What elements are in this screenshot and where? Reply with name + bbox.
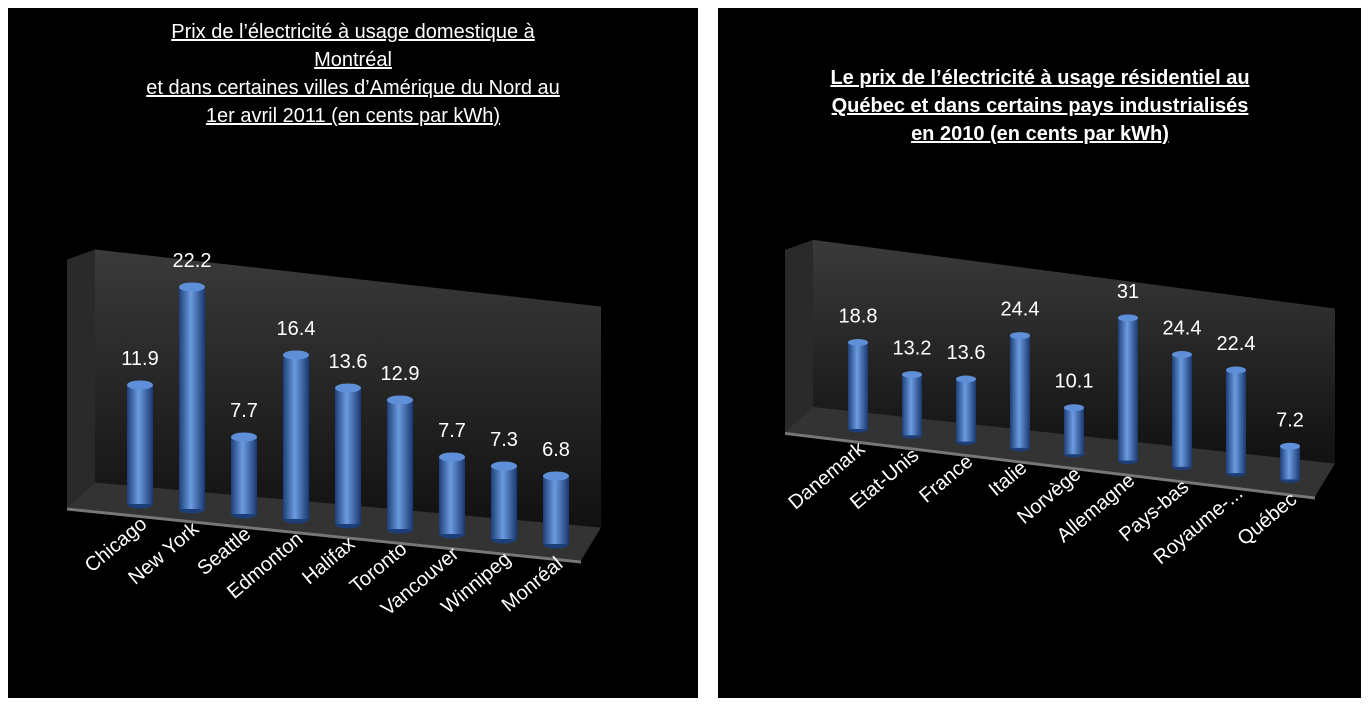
bar-top xyxy=(127,380,153,390)
data-label: 13.6 xyxy=(947,342,986,364)
data-label: 10.1 xyxy=(1055,371,1094,393)
bar-top xyxy=(956,375,976,383)
bar xyxy=(127,385,153,504)
bar xyxy=(902,374,922,436)
bar xyxy=(848,342,868,429)
chart-title: 1er avril 2011 (en cents par kWh) xyxy=(206,105,500,127)
bar-top xyxy=(231,432,257,442)
data-label: 22.2 xyxy=(173,250,212,272)
data-label: 13.6 xyxy=(329,351,368,373)
bar-top xyxy=(1280,442,1300,450)
data-label: 7.2 xyxy=(1276,409,1304,431)
bar-top xyxy=(1118,314,1138,322)
data-label: 12.9 xyxy=(381,363,420,385)
bar xyxy=(179,287,205,509)
floor xyxy=(785,406,1335,497)
bar-top xyxy=(848,339,868,347)
chart-title: Prix de l’électricité à usage domestique… xyxy=(171,21,535,43)
bar-top xyxy=(1226,366,1246,374)
data-label: 22.4 xyxy=(1217,333,1256,355)
chart-title: en 2010 (en cents par kWh) xyxy=(911,123,1169,145)
data-label: 7.7 xyxy=(230,400,258,422)
bar-top xyxy=(179,282,205,292)
bar-top xyxy=(1172,351,1192,359)
floor-edge xyxy=(785,431,1315,500)
chart-title: Montréal xyxy=(314,49,392,71)
data-label: 16.4 xyxy=(277,318,316,340)
side-wall xyxy=(785,239,813,432)
bar-top xyxy=(335,383,361,393)
bar-top xyxy=(1064,404,1084,412)
bar xyxy=(956,379,976,442)
bar-top xyxy=(1010,332,1030,340)
bar xyxy=(335,388,361,524)
bar-top xyxy=(543,471,569,481)
data-label: 18.8 xyxy=(839,306,878,328)
bar xyxy=(231,437,257,514)
bar xyxy=(439,457,465,534)
floor-edge xyxy=(67,507,581,564)
data-label: 24.4 xyxy=(1163,318,1202,340)
bar xyxy=(283,355,309,519)
bar xyxy=(1226,370,1246,474)
data-label: 13.2 xyxy=(893,338,932,360)
bar-top xyxy=(387,395,413,405)
bar xyxy=(1064,407,1084,455)
bar xyxy=(387,400,413,529)
bar xyxy=(543,476,569,544)
bar-top xyxy=(491,461,517,471)
side-wall xyxy=(67,249,95,508)
chart-title: Le prix de l’électricité à usage résiden… xyxy=(830,67,1249,89)
data-label: 7.7 xyxy=(438,420,466,442)
bar-top xyxy=(439,452,465,462)
bar xyxy=(1280,446,1300,480)
bar-top xyxy=(283,350,309,360)
chart-title: Québec et dans certains pays industriali… xyxy=(832,95,1249,117)
chart-title: et dans certaines villes d’Amérique du N… xyxy=(146,77,560,99)
data-label: 7.3 xyxy=(490,429,518,451)
bar xyxy=(1118,317,1138,461)
data-label: 24.4 xyxy=(1001,299,1040,321)
data-label: 31 xyxy=(1117,281,1139,303)
bar-top xyxy=(902,371,922,379)
bar xyxy=(491,466,517,539)
back-wall xyxy=(813,239,1335,464)
data-label: 6.8 xyxy=(542,439,570,461)
bar xyxy=(1172,354,1192,467)
bar xyxy=(1010,335,1030,448)
data-label: 11.9 xyxy=(121,348,158,370)
